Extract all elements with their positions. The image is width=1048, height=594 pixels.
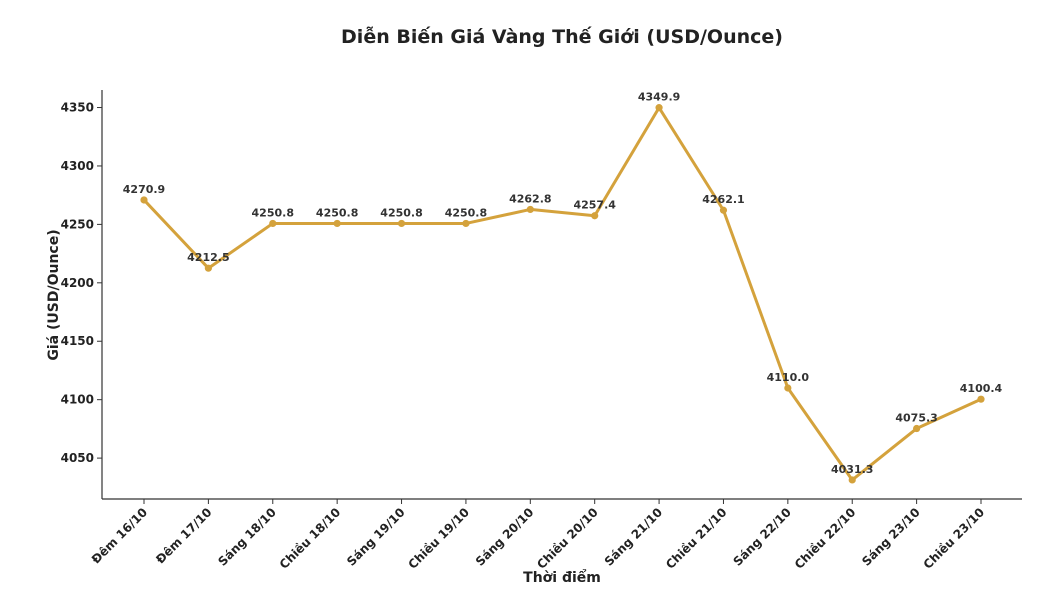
data-label: 4075.3 [895, 412, 937, 425]
x-tick-label: Chiều 23/10 [921, 505, 988, 572]
y-tick-label: 4250 [61, 217, 94, 231]
data-point [269, 219, 277, 228]
data-label: 4262.8 [509, 192, 551, 205]
data-label: 4031.3 [831, 463, 873, 476]
y-tick-label: 4050 [61, 451, 94, 465]
data-point [591, 212, 599, 220]
data-point [913, 424, 921, 433]
data-label: 4250.8 [316, 206, 358, 219]
x-tick-label: Chiều 18/10 [277, 505, 344, 572]
y-tick-label: 4150 [61, 334, 94, 348]
y-tick-label: 4300 [61, 159, 94, 173]
data-point [848, 476, 856, 484]
x-tick-label: Chiều 21/10 [663, 505, 730, 572]
x-tick-label: Sáng 22/10 [730, 505, 794, 569]
y-axis: 4050 4100 4150 4200 4250 4300 4350 [61, 90, 103, 499]
x-tick-label: Chiều 19/10 [405, 505, 472, 572]
x-tick-label: Đêm 16/10 [89, 505, 150, 566]
y-tick-label: 4350 [61, 101, 94, 115]
data-point [719, 206, 728, 214]
data-point [204, 264, 212, 272]
data-point [977, 395, 985, 403]
data-label: 4250.8 [445, 206, 487, 219]
x-tick-label: Sáng 21/10 [602, 505, 666, 569]
data-point [397, 219, 406, 228]
data-label: 4270.9 [123, 183, 165, 196]
series-line [142, 106, 983, 482]
data-label: 4250.8 [252, 206, 294, 219]
data-label: 4110.0 [767, 371, 810, 384]
chart-title: Diễn Biến Giá Vàng Thế Giới (USD/Ounce) [341, 24, 783, 48]
data-label: 4100.4 [960, 382, 1003, 395]
x-tick-label: Chiều 20/10 [534, 505, 601, 572]
data-label: 4212.5 [187, 251, 229, 264]
x-tick-label: Sáng 23/10 [859, 505, 923, 569]
x-tick-label: Sáng 19/10 [344, 505, 408, 569]
x-tick-label: Sáng 18/10 [215, 505, 279, 569]
data-point [526, 205, 534, 214]
data-point [784, 384, 792, 392]
data-point [655, 104, 663, 112]
data-label: 4257.4 [573, 199, 616, 212]
plot-area: 4270.9 4212.5 4250.8 4250.8 4250.8 4250.8 4262… [123, 91, 1003, 484]
data-label: 4250.8 [380, 206, 422, 219]
y-axis-title: Giá (USD/Ounce) [46, 229, 62, 360]
x-tick-label: Chiều 22/10 [792, 505, 859, 572]
x-tick-label: Sáng 20/10 [473, 505, 537, 569]
y-tick-label: 4100 [61, 393, 94, 407]
data-point [140, 196, 148, 204]
data-point [462, 219, 470, 228]
data-label: 4349.9 [638, 91, 680, 104]
x-tick-label: Đêm 17/10 [153, 505, 214, 566]
x-axis-title: Thời điểm [523, 569, 601, 586]
y-tick-label: 4200 [61, 276, 94, 290]
data-point [333, 219, 341, 228]
data-label: 4262.1 [702, 193, 744, 206]
